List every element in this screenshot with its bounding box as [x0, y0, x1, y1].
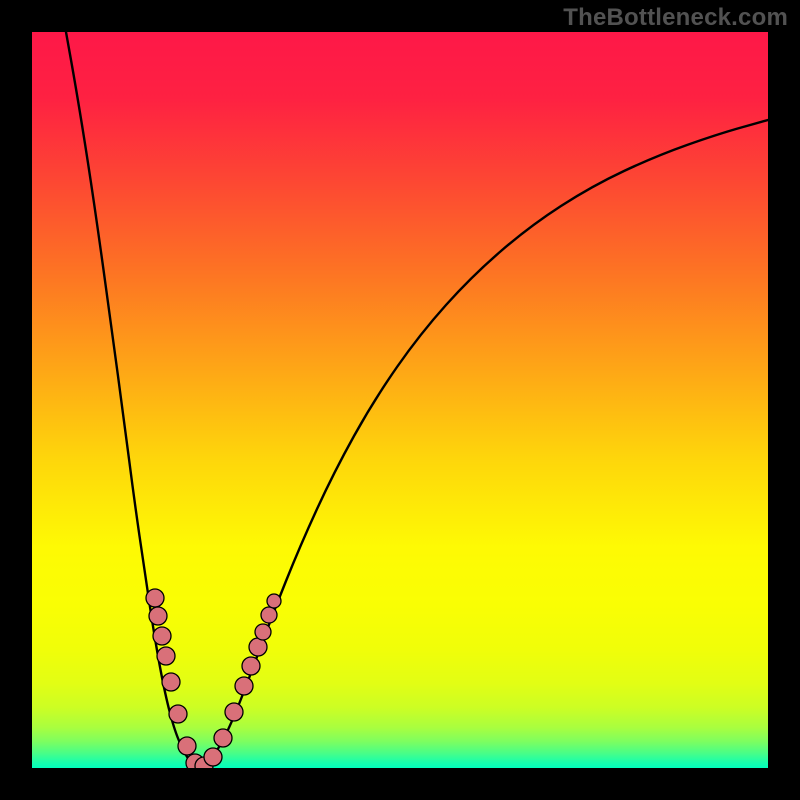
data-marker: [149, 607, 167, 625]
data-marker: [255, 624, 271, 640]
data-marker: [225, 703, 243, 721]
data-marker: [242, 657, 260, 675]
data-marker: [162, 673, 180, 691]
data-marker: [204, 748, 222, 766]
data-marker: [153, 627, 171, 645]
data-marker: [261, 607, 277, 623]
data-marker: [169, 705, 187, 723]
watermark-text: TheBottleneck.com: [563, 4, 788, 32]
chart-frame: TheBottleneck.com: [0, 0, 800, 800]
bottleneck-chart: [0, 0, 800, 800]
gradient-plot-area: [32, 32, 768, 768]
data-marker: [214, 729, 232, 747]
data-marker: [249, 638, 267, 656]
data-marker: [267, 594, 281, 608]
data-marker: [146, 589, 164, 607]
data-marker: [157, 647, 175, 665]
data-marker: [235, 677, 253, 695]
data-marker: [178, 737, 196, 755]
